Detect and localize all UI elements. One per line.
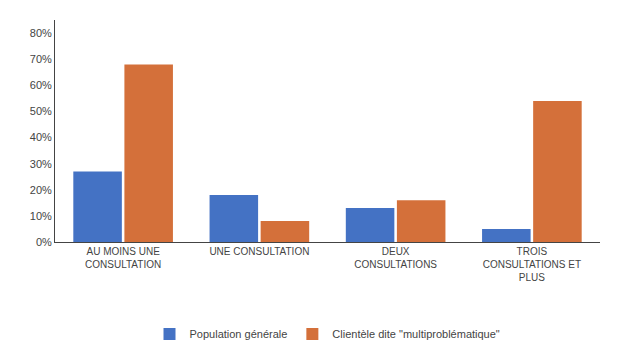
svg-text:DEUXCONSULTATIONS: DEUXCONSULTATIONS <box>354 246 437 270</box>
svg-text:TROISCONSULTATIONS ETPLUS: TROISCONSULTATIONS ETPLUS <box>483 246 581 283</box>
svg-text:0%: 0% <box>36 236 52 248</box>
svg-text:70%: 70% <box>30 53 52 65</box>
svg-text:50%: 50% <box>30 105 52 117</box>
svg-text:Population générale: Population générale <box>190 328 288 340</box>
svg-text:UNE CONSULTATION: UNE CONSULTATION <box>209 246 309 257</box>
svg-text:60%: 60% <box>30 79 52 91</box>
svg-text:Clientèle dite "multiproblémat: Clientèle dite "multiproblématique" <box>332 328 499 340</box>
svg-text:20%: 20% <box>30 184 52 196</box>
svg-text:40%: 40% <box>30 131 52 143</box>
svg-text:AU MOINS UNECONSULTATION: AU MOINS UNECONSULTATION <box>85 246 161 270</box>
svg-text:80%: 80% <box>30 27 52 39</box>
svg-text:30%: 30% <box>30 158 52 170</box>
svg-text:10%: 10% <box>30 210 52 222</box>
